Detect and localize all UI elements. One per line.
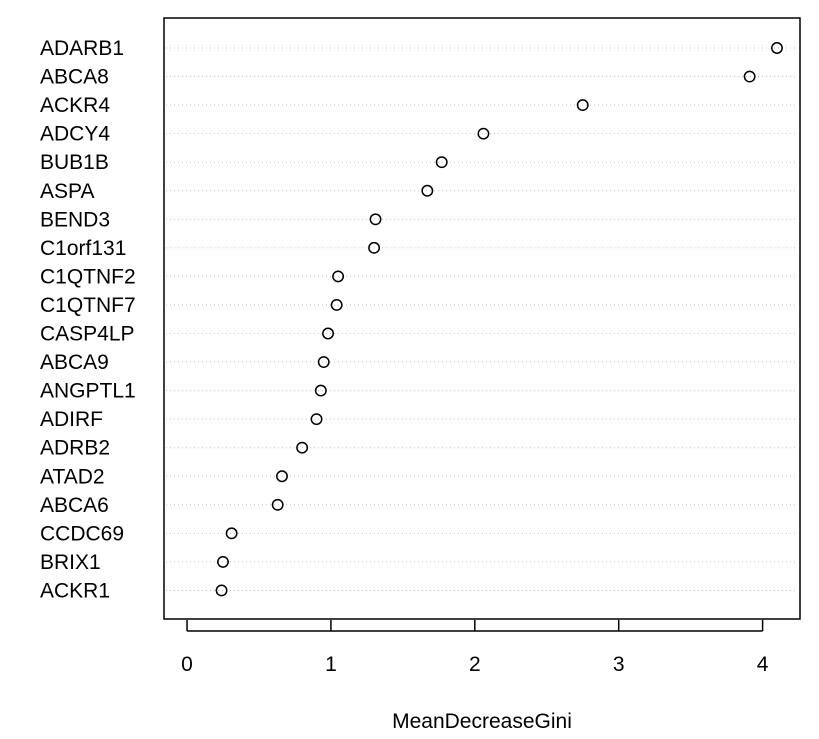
data-point: [369, 213, 382, 226]
data-point: [421, 184, 434, 197]
category-label: ADARB1: [40, 37, 124, 60]
grid-lines: [166, 47, 798, 591]
data-point: [317, 356, 330, 368]
category-label: ABCA9: [40, 351, 109, 374]
data-point: [271, 498, 284, 511]
x-tick-label: 4: [757, 653, 769, 676]
category-label: ADRB2: [40, 437, 110, 460]
category-label: CCDC69: [40, 522, 124, 545]
data-point: [368, 241, 381, 254]
data-point: [314, 384, 327, 397]
category-label: ABCA6: [40, 494, 109, 517]
category-label: BRIX1: [40, 551, 101, 574]
data-point: [435, 156, 448, 169]
x-tick-label: 1: [325, 653, 337, 676]
data-point: [743, 70, 756, 83]
data-point: [332, 270, 345, 283]
plot-frame: [163, 17, 801, 620]
x-axis: 0 1 2 3 4: [181, 620, 769, 676]
data-point: [276, 470, 288, 483]
category-label: C1QTNF7: [40, 294, 136, 317]
x-axis-title: MeanDecreaseGini: [392, 710, 572, 733]
category-label: ADIRF: [40, 408, 103, 431]
category-label: CASP4LP: [40, 323, 135, 346]
data-point: [330, 299, 343, 311]
category-label: ACKR1: [40, 579, 110, 602]
x-tick-label: 3: [613, 653, 625, 676]
category-label: ATAD2: [40, 465, 105, 488]
data-point: [215, 584, 228, 597]
data-point: [310, 413, 323, 426]
data-point: [771, 42, 783, 54]
data-point: [322, 327, 334, 340]
category-label: ANGPTL1: [40, 380, 136, 403]
x-tick-label: 0: [181, 653, 193, 676]
data-point: [217, 555, 229, 568]
category-label: BUB1B: [40, 151, 109, 174]
data-point: [225, 527, 238, 540]
data-points: [215, 42, 783, 597]
category-label: ADCY4: [40, 123, 110, 146]
category-label: C1orf131: [40, 237, 126, 260]
x-tick-label: 2: [469, 653, 481, 676]
category-label: ABCA8: [40, 66, 109, 89]
data-point: [477, 127, 490, 140]
category-label: ASPA: [40, 180, 94, 203]
data-point: [296, 441, 309, 454]
category-label: ACKR4: [40, 94, 110, 117]
category-labels: ADARB1 ABCA8 ACKR4 ADCY4 BUB1B ASPA BEND3 C1orf…: [40, 37, 136, 602]
data-point: [576, 99, 589, 112]
category-label: C1QTNF2: [40, 265, 136, 288]
category-label: BEND3: [40, 208, 110, 231]
